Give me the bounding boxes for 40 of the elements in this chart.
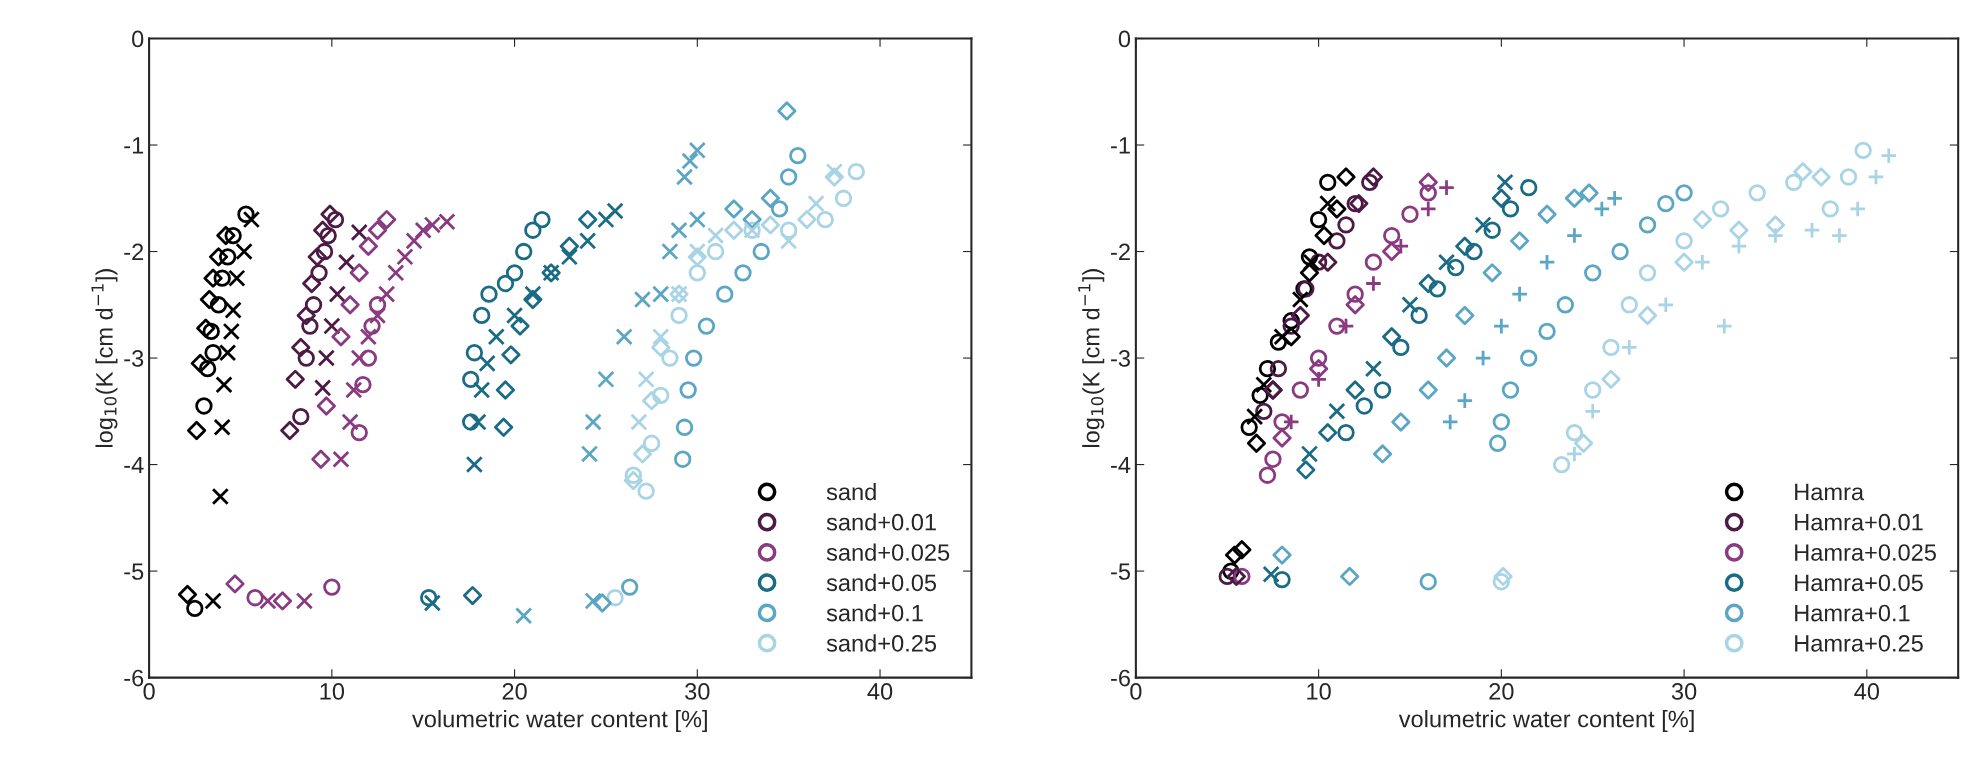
y-tick-label: -2: [1111, 243, 1130, 261]
x-axis-title: volumetric water content [%]: [1398, 710, 1694, 733]
y-tick-label: -4: [124, 456, 144, 474]
legend-label: Hamra: [1795, 483, 1865, 501]
legend-label: Hamra+0.01: [1795, 513, 1923, 531]
legend-label: Hamra+0.1: [1795, 604, 1910, 622]
legend-label: sand+0.025: [826, 543, 950, 561]
legend-label: sand+0.01: [826, 513, 936, 531]
y-tick-label: -1: [1111, 137, 1130, 154]
x-tick-label: 10: [1307, 683, 1331, 700]
y-tick-label: -5: [1111, 563, 1131, 580]
y-axis-title: log$_{10}$(K [cm d$^{−1}$]): [91, 269, 118, 448]
y-tick-label: -6: [124, 669, 144, 687]
y-tick-label: 0: [132, 30, 144, 48]
y-tick-label: -3: [124, 350, 144, 367]
y-tick-label: -4: [1111, 456, 1131, 474]
y-tick-label: 0: [1118, 30, 1131, 48]
x-tick-label: 20: [1489, 683, 1514, 700]
x-tick-label: 30: [1671, 683, 1697, 700]
y-tick-label: -5: [124, 563, 144, 580]
legend-label: sand+0.1: [826, 604, 923, 622]
x-tick-label: 40: [1854, 683, 1880, 700]
legend-label: Hamra+0.25: [1795, 634, 1923, 652]
legend-label: sand+0.25: [826, 634, 937, 652]
x-tick-label: 10: [320, 683, 345, 700]
x-tick-label: 20: [502, 683, 527, 700]
legend-label: sand+0.05: [826, 573, 937, 592]
y-tick-label: -1: [124, 137, 144, 154]
x-tick-label: 0: [143, 683, 155, 700]
y-tick-label: -2: [124, 243, 144, 261]
y-tick-label: -6: [1111, 669, 1130, 687]
y-tick-label: -3: [1111, 350, 1130, 367]
legend-label: Hamra+0.05: [1795, 574, 1923, 592]
legend-label: Hamra+0.025: [1795, 544, 1936, 561]
y-axis-title: log$_{10}$(K [cm d$^{−1}$]): [1078, 269, 1105, 448]
x-tick-label: 30: [685, 683, 710, 700]
x-tick-label: 0: [1130, 683, 1142, 700]
x-axis-title: volumetric water content [%]: [412, 710, 707, 733]
x-tick-label: 40: [867, 683, 893, 700]
legend-label: sand: [826, 482, 876, 501]
